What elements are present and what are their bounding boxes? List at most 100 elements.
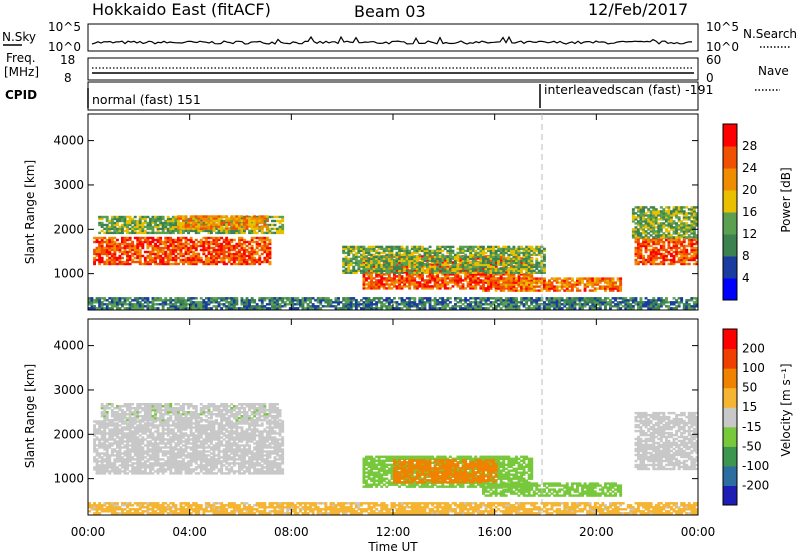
scatter-cell xyxy=(692,210,696,213)
scatter-cell xyxy=(637,224,640,227)
scatter-cell xyxy=(171,225,175,229)
scatter-cell xyxy=(103,299,107,302)
scatter-cell xyxy=(553,289,556,292)
scatter-cell xyxy=(230,262,234,266)
scatter-cell xyxy=(154,225,157,229)
scatter-cell xyxy=(469,267,473,271)
scatter-cell xyxy=(492,263,495,267)
scatter-cell xyxy=(408,249,412,253)
scatter-cell xyxy=(537,245,541,249)
scatter-cell xyxy=(382,283,386,286)
scatter-cell xyxy=(194,258,198,262)
scatter-cell xyxy=(171,215,175,219)
scatter-cell xyxy=(469,253,473,257)
scatter-cell xyxy=(647,236,651,239)
scatter-cell xyxy=(431,277,434,280)
scatter-cell xyxy=(421,275,424,278)
scatter-cell xyxy=(177,297,180,300)
scatter-cell xyxy=(492,301,495,304)
scatter-cell xyxy=(159,250,163,254)
scatter-cell xyxy=(113,256,117,260)
scatter-cell xyxy=(192,217,196,220)
scatter-cell xyxy=(520,301,523,304)
scatter-cell xyxy=(370,255,373,259)
scatter-cell xyxy=(121,223,124,227)
scatter-cell xyxy=(116,219,119,223)
scatter-cell xyxy=(215,223,218,226)
scatter-cell xyxy=(476,303,480,306)
scatter-cell xyxy=(540,249,544,253)
scatter-cell xyxy=(448,261,452,265)
scatter-cell xyxy=(415,287,419,290)
scatter-cell xyxy=(520,265,523,269)
scatter-cell xyxy=(540,279,544,282)
scatter-cell xyxy=(362,307,366,310)
scatter-cell xyxy=(265,231,269,235)
scatter-cell xyxy=(695,260,699,264)
scatter-cell xyxy=(250,238,254,242)
scatter-cell xyxy=(614,281,617,284)
scatter-cell xyxy=(136,254,140,258)
scatter-cell xyxy=(222,223,226,227)
scatter-cell xyxy=(464,255,468,259)
scatter-cell xyxy=(197,223,201,226)
scatter-cell xyxy=(225,297,229,300)
scatter-cell xyxy=(530,271,534,274)
scatter-cell xyxy=(451,255,455,259)
scatter-cell xyxy=(283,305,287,308)
scatter-cell xyxy=(471,277,475,280)
scatter-cell xyxy=(382,277,386,280)
scatter-cell xyxy=(446,283,450,286)
scatter-cell xyxy=(105,258,109,262)
scatter-cell xyxy=(128,254,132,258)
scatter-cell xyxy=(517,279,521,282)
scatter-cell xyxy=(631,210,635,213)
scatter-cell xyxy=(410,269,414,272)
scatter-cell xyxy=(499,287,503,290)
scatter-cell xyxy=(212,262,216,266)
mode-normal: normal (fast) 151 xyxy=(92,92,201,107)
scatter-cell xyxy=(199,227,203,230)
scatter-cell xyxy=(235,250,239,254)
scatter-cell xyxy=(400,245,404,249)
scatter-cell xyxy=(421,265,424,268)
scatter-cell xyxy=(382,303,386,306)
scatter-cell xyxy=(609,287,612,290)
scatter-cell xyxy=(225,221,229,225)
scatter-cell xyxy=(479,263,483,267)
scatter-cell xyxy=(543,255,546,259)
scatter-cell xyxy=(390,305,394,308)
scatter-cell xyxy=(187,303,190,306)
scatter-cell xyxy=(108,227,112,231)
scatter-cell xyxy=(372,285,376,288)
scatter-cell xyxy=(179,252,183,256)
scatter-cell xyxy=(98,223,102,227)
scatter-cell xyxy=(431,273,434,276)
scatter-cell xyxy=(659,206,663,209)
scatter-cell xyxy=(192,250,196,254)
scatter-cell xyxy=(141,221,145,225)
scatter-cell xyxy=(398,303,401,306)
scatter-cell xyxy=(367,305,371,308)
scatter-cell xyxy=(471,253,475,257)
scatter-cell xyxy=(535,279,539,282)
scatter-cell xyxy=(410,277,414,280)
scatter-cell xyxy=(672,258,676,262)
scatter-cell xyxy=(421,255,424,258)
scatter-cell xyxy=(207,299,211,302)
scatter-cell xyxy=(527,265,531,269)
scatter-cell xyxy=(403,271,407,274)
scatter-cell xyxy=(169,223,173,227)
scatter-cell xyxy=(537,303,541,306)
scatter-cell xyxy=(220,217,224,220)
scatter-cell xyxy=(525,279,529,282)
scatter-cell xyxy=(377,273,381,276)
scatter-cell xyxy=(141,240,145,244)
scatter-cell xyxy=(293,299,297,302)
scatter-cell xyxy=(380,265,384,269)
scatter-cell xyxy=(553,307,556,310)
scatter-cell xyxy=(154,307,157,310)
scatter-cell xyxy=(342,245,346,249)
scatter-cell xyxy=(258,260,262,264)
scatter-cell xyxy=(433,255,437,259)
